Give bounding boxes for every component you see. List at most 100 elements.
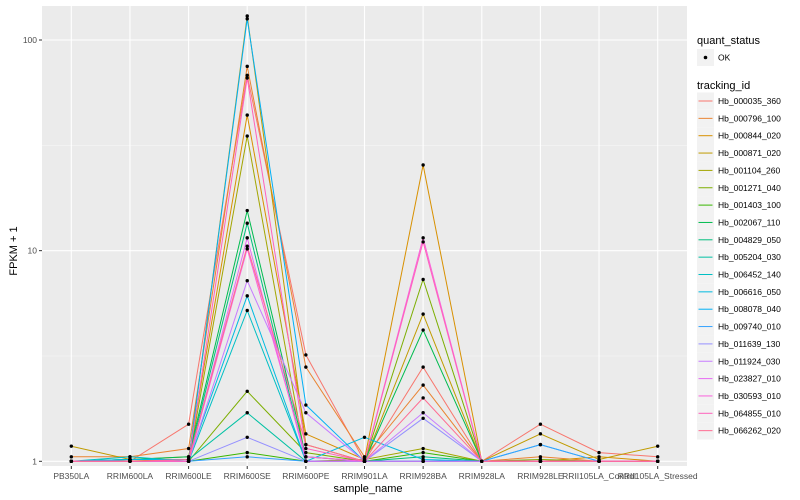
legend-label: Hb_000796_100 bbox=[718, 113, 781, 123]
data-point bbox=[69, 459, 74, 464]
data-point bbox=[538, 455, 543, 459]
data-point bbox=[480, 459, 484, 464]
legend-label: Hb_001403_100 bbox=[718, 200, 781, 210]
legend-label: Hb_000035_360 bbox=[718, 96, 781, 106]
data-point bbox=[304, 365, 308, 369]
data-point bbox=[655, 455, 660, 459]
legend-label: Hb_001104_260 bbox=[718, 165, 781, 175]
data-point bbox=[362, 435, 367, 440]
data-point bbox=[304, 459, 308, 464]
legend-title-tracking-id: tracking_id bbox=[697, 80, 750, 92]
data-point bbox=[421, 459, 425, 464]
data-point bbox=[421, 163, 425, 167]
legend-label: Hb_030593_010 bbox=[718, 391, 781, 401]
x-tick-label: RRIM600PE bbox=[282, 471, 330, 481]
data-point bbox=[245, 221, 249, 225]
data-point bbox=[245, 76, 249, 80]
data-point bbox=[538, 422, 543, 426]
data-point bbox=[186, 457, 191, 462]
legend-label: Hb_064855_010 bbox=[718, 408, 781, 418]
legend-label: Hb_023827_010 bbox=[718, 374, 781, 384]
data-point bbox=[245, 64, 249, 69]
x-tick-label: RRIM600LE bbox=[165, 471, 212, 481]
data-point bbox=[245, 14, 249, 18]
data-point bbox=[245, 244, 249, 248]
data-point bbox=[245, 279, 249, 283]
x-tick-label: RRIM928LE bbox=[517, 471, 564, 481]
x-tick-label: RRIM928LA bbox=[459, 471, 506, 481]
data-point bbox=[362, 459, 367, 464]
data-point bbox=[245, 17, 249, 21]
data-point bbox=[421, 411, 425, 415]
data-point bbox=[245, 294, 249, 298]
data-point bbox=[245, 450, 249, 455]
x-tick-label: RRII105LA_Control bbox=[562, 471, 636, 481]
data-point bbox=[421, 450, 425, 455]
plot-panel bbox=[42, 6, 687, 466]
data-point bbox=[304, 455, 308, 459]
data-point bbox=[128, 459, 132, 464]
data-point bbox=[597, 455, 601, 459]
x-tick-label: RRIM901LA bbox=[341, 471, 388, 481]
data-point bbox=[69, 455, 74, 459]
data-point bbox=[245, 113, 249, 117]
data-point bbox=[304, 450, 308, 455]
data-point bbox=[186, 446, 191, 451]
data-point bbox=[597, 459, 601, 464]
data-point bbox=[186, 455, 191, 459]
x-tick-label: RRIM928BA bbox=[400, 471, 448, 481]
legend-label: Hb_008078_040 bbox=[718, 304, 781, 314]
data-point bbox=[655, 459, 660, 464]
legend-title-quant-status: quant_status bbox=[697, 35, 760, 47]
legend-label: Hb_000871_020 bbox=[718, 148, 781, 158]
x-axis-title: sample_name bbox=[333, 483, 402, 495]
data-point bbox=[538, 432, 543, 436]
data-point bbox=[245, 411, 249, 415]
y-tick-label: 10 bbox=[28, 246, 38, 256]
data-point bbox=[538, 459, 543, 464]
data-point bbox=[421, 312, 425, 316]
data-point bbox=[69, 444, 74, 448]
legend-label: Hb_066262_020 bbox=[718, 426, 781, 436]
data-point bbox=[421, 277, 425, 282]
data-point bbox=[186, 422, 191, 426]
data-point bbox=[421, 446, 425, 451]
x-tick-label: PB350LA bbox=[53, 471, 89, 481]
legend-label: Hb_000844_020 bbox=[718, 131, 781, 141]
legend-label: Hb_006452_140 bbox=[718, 270, 781, 280]
data-point bbox=[245, 208, 249, 213]
data-point bbox=[421, 365, 425, 369]
data-point bbox=[421, 383, 425, 387]
legend-label: Hb_001271_040 bbox=[718, 183, 781, 193]
x-tick-label: RRIM600LA bbox=[107, 471, 154, 481]
data-point bbox=[421, 455, 425, 459]
y-tick-label: 1 bbox=[32, 456, 37, 466]
data-point bbox=[597, 450, 601, 455]
legend-point-symbol bbox=[703, 55, 708, 60]
data-point bbox=[421, 236, 425, 240]
legend: quant_status OK tracking_id Hb_000035_360 Hb… bbox=[697, 35, 781, 440]
data-point bbox=[655, 444, 660, 448]
data-point bbox=[421, 240, 425, 244]
data-point bbox=[421, 328, 425, 332]
data-point bbox=[245, 389, 249, 393]
data-point bbox=[245, 455, 249, 459]
legend-label: Hb_011924_030 bbox=[718, 356, 781, 366]
legend-label: Hb_009740_010 bbox=[718, 322, 781, 332]
legend-label: Hb_005204_030 bbox=[718, 252, 781, 262]
data-point bbox=[421, 416, 425, 421]
data-point bbox=[304, 432, 308, 436]
x-axis: PB350LA RRIM600LA RRIM600LE RRIM600SE RRIM60… bbox=[53, 466, 698, 481]
y-axis-title: FPKM + 1 bbox=[8, 226, 20, 275]
data-point bbox=[304, 403, 308, 407]
legend-label: OK bbox=[718, 53, 731, 63]
x-tick-label: RRII105LA_Stressed bbox=[618, 471, 698, 481]
legend-label: Hb_011639_130 bbox=[718, 339, 781, 349]
data-point bbox=[304, 353, 308, 357]
data-point bbox=[245, 236, 249, 240]
data-point bbox=[304, 411, 308, 415]
data-point bbox=[538, 442, 543, 447]
data-point bbox=[421, 396, 425, 400]
data-point bbox=[362, 455, 367, 459]
